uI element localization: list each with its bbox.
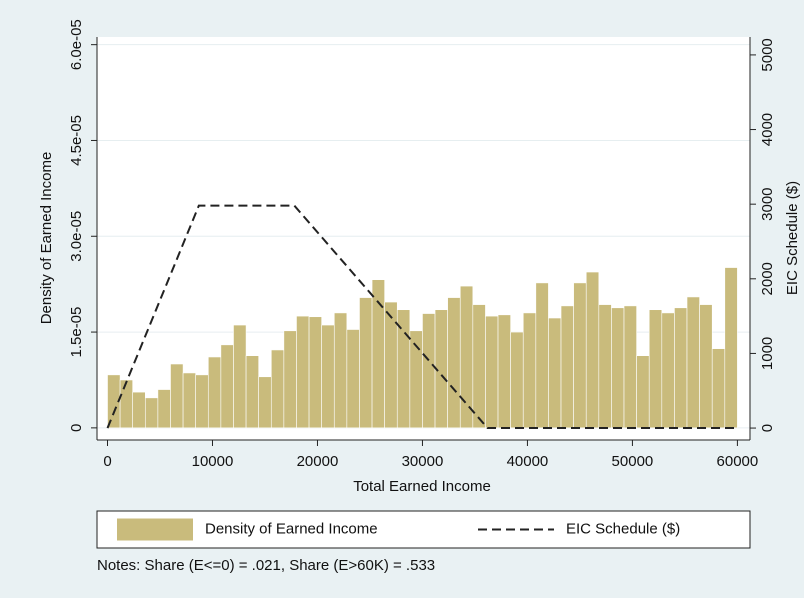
y2-tick-label: 3000: [759, 187, 776, 220]
legend-swatch: [117, 518, 193, 541]
histogram-bar: [585, 271, 600, 429]
histogram-bar: [321, 324, 335, 429]
x-tick-label: 50000: [612, 453, 654, 470]
histogram-bar: [258, 376, 272, 429]
histogram-bar: [611, 307, 625, 429]
axes: 0 1.5e-05 3.0e-05 4.5e-05 6.0e-05 0 1000 2000 30…: [68, 19, 776, 470]
histogram-bar: [144, 397, 159, 429]
legend-label: Density of Earned Income: [205, 520, 378, 537]
histogram-bar: [447, 297, 461, 429]
histogram-bar: [522, 312, 537, 429]
histogram-bar: [699, 304, 713, 429]
x-tick-label: 30000: [402, 453, 444, 470]
histogram-bar: [220, 344, 234, 429]
histogram-bar: [308, 316, 322, 429]
histogram-bar: [661, 312, 675, 429]
histogram-bar: [598, 304, 612, 429]
y-tick-label: 1.5e-05: [68, 307, 85, 358]
eic-line: [106, 204, 738, 430]
y-tick-label: 6.0e-05: [68, 19, 85, 70]
histogram-bar: [283, 330, 297, 429]
y2-tick-label: 0: [759, 424, 776, 432]
legend-box: [96, 510, 751, 549]
histogram-bar: [182, 372, 196, 429]
histogram-bar: [270, 349, 285, 429]
y-tick-label: 4.5e-05: [68, 115, 85, 166]
y2-tick-label: 2000: [759, 262, 776, 295]
histogram-bar: [459, 285, 474, 429]
histogram-bar: [497, 314, 511, 429]
histogram-bar: [724, 267, 738, 429]
histogram-bar: [207, 356, 222, 429]
y-axis-title: Density of Earned Income: [38, 152, 55, 325]
histogram-bar: [245, 355, 259, 429]
histogram-bar: [346, 329, 360, 429]
histogram-bar: [648, 309, 663, 429]
notes: Notes: Share (E<=0) = .021, Share (E>60K…: [97, 557, 435, 574]
histogram-bar: [711, 348, 726, 429]
legend: Density of Earned Income EIC Schedule ($): [117, 518, 680, 541]
x-axis-title: Total Earned Income: [353, 478, 491, 495]
y-tick-label: 0: [68, 424, 85, 432]
x-tick-label: 60000: [717, 453, 759, 470]
histogram-bar: [686, 296, 700, 429]
lines: [106, 204, 738, 430]
histogram-bar: [157, 389, 171, 429]
histogram-bar: [485, 315, 499, 429]
y2-tick-label: 1000: [759, 337, 776, 370]
histogram-bar: [132, 391, 146, 429]
histogram-bar: [472, 304, 486, 429]
histogram-bar: [510, 331, 524, 429]
histogram-bar: [674, 307, 688, 429]
bars: [107, 267, 738, 429]
histogram-bar: [233, 324, 247, 429]
y-tick-label: 3.0e-05: [68, 211, 85, 262]
x-tick-label: 10000: [192, 453, 234, 470]
histogram-bar: [560, 305, 574, 429]
x-tick-label: 20000: [297, 453, 339, 470]
histogram-bar: [636, 355, 650, 429]
histogram-bar: [359, 297, 373, 429]
histogram-bar: [170, 363, 184, 429]
y2-tick-label: 5000: [759, 38, 776, 71]
histogram-bar: [195, 374, 209, 429]
histogram-bar: [119, 379, 133, 429]
histogram-bar: [384, 301, 398, 429]
legend-label: EIC Schedule ($): [566, 520, 680, 537]
histogram-bar: [535, 282, 549, 429]
histogram-bar: [333, 312, 348, 429]
x-tick-label: 0: [103, 453, 111, 470]
histogram-bar: [422, 313, 436, 429]
histogram-bar: [548, 317, 562, 429]
y2-axis-title: EIC Schedule ($): [784, 181, 801, 295]
histogram-bar: [623, 305, 637, 429]
y2-tick-label: 4000: [759, 113, 776, 146]
histogram-bar: [573, 282, 587, 429]
x-tick-label: 40000: [507, 453, 549, 470]
histogram-bar: [296, 315, 310, 429]
